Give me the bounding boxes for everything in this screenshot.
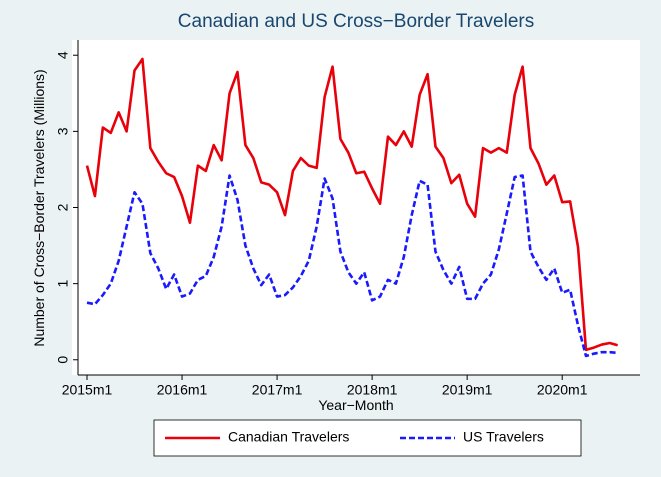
y-tick-label: 4 [55,51,71,59]
y-tick-label: 1 [55,280,71,288]
x-tick-label: 2015m1 [62,382,113,398]
legend-label: Canadian Travelers [228,429,349,445]
series-line [85,57,619,352]
y-tick-label: 0 [55,356,71,364]
legend-label: US Travelers [463,429,544,445]
series-line [86,174,618,358]
y-axis-label: Number of Cross−Border Travelers (Millio… [31,69,47,346]
x-tick-label: 2020m1 [537,382,588,398]
x-tick-label: 2018m1 [347,382,398,398]
plot-area [72,40,640,375]
x-tick-label: 2016m1 [157,382,208,398]
y-tick-label: 2 [55,203,71,211]
x-axis-label: Year−Month [318,397,393,413]
legend [153,419,582,457]
x-tick-label: 2017m1 [252,382,303,398]
x-tick-label: 2019m1 [442,382,493,398]
chart-title: Canadian and US Cross−Border Travelers [178,11,534,32]
y-tick-label: 3 [55,127,71,135]
